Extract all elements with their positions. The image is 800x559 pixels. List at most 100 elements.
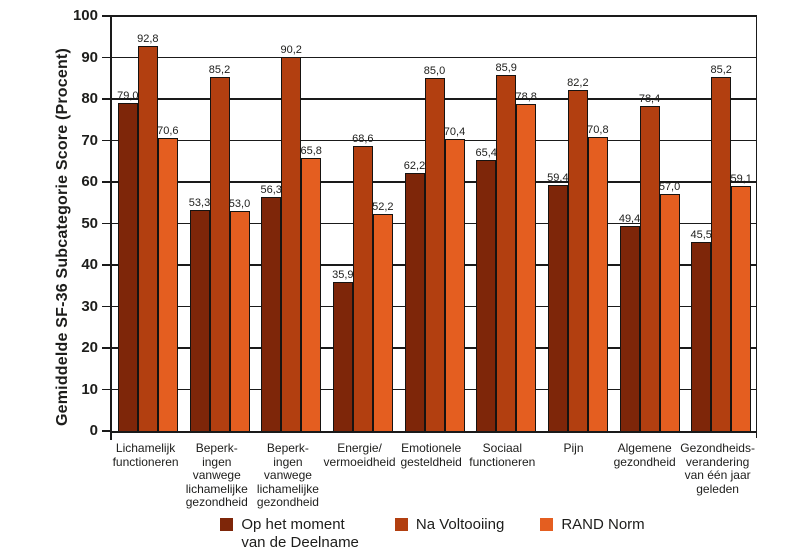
bar-value-label: 78,8 [515, 90, 537, 103]
bar-value-label: 85,2 [710, 64, 732, 77]
bar: 65,4 [475, 147, 497, 431]
bar-value-label: 70,8 [587, 124, 609, 137]
bar: 53,0 [229, 198, 250, 431]
y-tick-label-100: 100 [72, 7, 98, 24]
legend-item: Na Voltooiing [394, 516, 505, 534]
y-tick-label-80: 80 [81, 90, 98, 107]
y-tick-60 [102, 181, 112, 183]
bar-value-label: 45,5 [690, 229, 712, 242]
y-tick-label-40: 40 [81, 256, 98, 273]
bar: 52,2 [372, 201, 394, 431]
bar-value-label: 65,8 [300, 144, 322, 157]
x-category-label: Algemene gezondheid [613, 441, 676, 469]
x-category-label: Emotionele gesteldheid [400, 441, 462, 469]
bar-value-label: 70,6 [157, 125, 179, 138]
y-tick-70 [102, 139, 112, 142]
legend: Op het moment van de Deelname Na Voltooii… [110, 516, 755, 552]
legend-swatch [220, 518, 234, 531]
bar: 78,4 [639, 93, 660, 431]
bar: 70,4 [444, 126, 465, 431]
bar: 56,3 [260, 184, 282, 431]
bar-value-label: 85,9 [495, 61, 517, 74]
legend-swatch [394, 518, 408, 531]
plot-right-border [755, 16, 757, 438]
bar-group: 35,9 68,6 52,2 [327, 16, 399, 431]
bar-value-label: 59,4 [547, 171, 569, 184]
y-tick-label-70: 70 [81, 131, 98, 149]
legend-label: RAND Norm [561, 516, 645, 533]
y-tick-50 [102, 222, 112, 225]
bar-groups: 79,0 92,8 70,6 53,3 85,2 53,0 56,3 90,2 65,8 35,9… [112, 16, 757, 431]
bar-value-label: 65,4 [475, 146, 497, 159]
y-tick-80 [102, 98, 112, 100]
legend-item: RAND Norm [540, 516, 645, 534]
bar: 79,0 [117, 90, 139, 431]
y-tick-label-30: 30 [81, 297, 98, 315]
y-tick-label-90: 90 [81, 48, 98, 66]
bar-value-label: 49,4 [618, 213, 641, 225]
bar-value-label: 35,9 [332, 269, 354, 282]
bar-value-label: 53,3 [188, 196, 211, 209]
bar: 35,9 [332, 269, 354, 431]
x-category-label: Lichamelijk functioneren [112, 441, 179, 469]
y-tick-90 [102, 56, 112, 59]
bar: 59,1 [730, 173, 752, 431]
gridline-90 [112, 56, 757, 59]
bar: 45,5 [690, 229, 712, 431]
y-tick-label-10: 10 [81, 380, 98, 398]
bar-value-label: 79,0 [117, 90, 139, 103]
x-axis-labels: Lichamelijk functioneren Beperk- ingen va… [110, 441, 755, 510]
bar: 62,2 [404, 160, 425, 431]
legend-swatch [540, 518, 554, 531]
bar: 85,9 [495, 62, 517, 431]
x-origin-tick [110, 433, 112, 440]
bar: 65,8 [300, 145, 322, 431]
bar: 90,2 [280, 44, 302, 431]
bar: 85,2 [710, 64, 732, 431]
bar: 92,8 [137, 33, 159, 431]
bar-value-label: 52,2 [372, 201, 394, 214]
x-category-label: Gezondheids- verandering van één jaar ge… [680, 441, 755, 496]
bar: 85,2 [209, 64, 230, 431]
bar: 68,6 [352, 133, 374, 431]
x-category-label: Beperk- ingen vanwege lichamelijke gezon… [185, 441, 248, 509]
bar: 59,4 [547, 172, 569, 431]
y-tick-label-50: 50 [81, 214, 98, 232]
y-tick-30 [102, 305, 112, 308]
legend-item: Op het moment van de Deelname [220, 516, 359, 552]
x-category-label: Energie/ vermoeidheid [323, 441, 396, 469]
y-tick-label-20: 20 [81, 339, 98, 356]
bar-group: 49,4 78,4 57,0 [614, 16, 686, 431]
bar: 57,0 [659, 181, 680, 431]
bar: 49,4 [619, 213, 640, 431]
y-tick-label-0: 0 [89, 422, 98, 439]
x-category-label: Pijn [563, 441, 584, 455]
bar-group: 56,3 90,2 65,8 [255, 16, 327, 431]
y-tick-100 [102, 15, 112, 17]
bar-value-label: 62,2 [403, 159, 426, 172]
bar: 70,6 [157, 125, 179, 431]
bar-value-label: 53,0 [228, 198, 251, 211]
legend-label: Na Voltooiing [415, 516, 505, 533]
y-tick-label-60: 60 [81, 173, 98, 190]
bar-group: 45,5 85,2 59,1 [685, 16, 757, 431]
bar-value-label: 90,2 [280, 43, 302, 56]
plot-area: 0 10 20 30 40 50 60 70 80 90 100 79,0 92,8 70,6 53,3 85… [73, 7, 757, 440]
gridline-100 [112, 15, 757, 17]
bar-value-label: 68,6 [352, 133, 374, 146]
bar-value-label: 92,8 [137, 32, 159, 45]
bar: 82,2 [567, 77, 589, 431]
bar: 53,3 [189, 197, 210, 431]
bar: 78,8 [515, 91, 537, 431]
y-tick-20 [102, 347, 112, 349]
bar-group: 65,4 85,9 78,8 [470, 16, 542, 431]
bar-group: 62,2 85,0 70,4 [399, 16, 471, 431]
x-category-label: Beperk- ingen vanwege lichamelijke gezon… [256, 441, 319, 509]
bar-value-label: 85,2 [208, 64, 231, 77]
bar-value-label: 57,0 [658, 181, 681, 194]
bar-value-label: 70,4 [443, 125, 466, 138]
bar-group: 53,3 85,2 53,0 [184, 16, 256, 431]
bar-value-label: 78,4 [638, 92, 661, 105]
y-tick-0 [102, 430, 112, 432]
